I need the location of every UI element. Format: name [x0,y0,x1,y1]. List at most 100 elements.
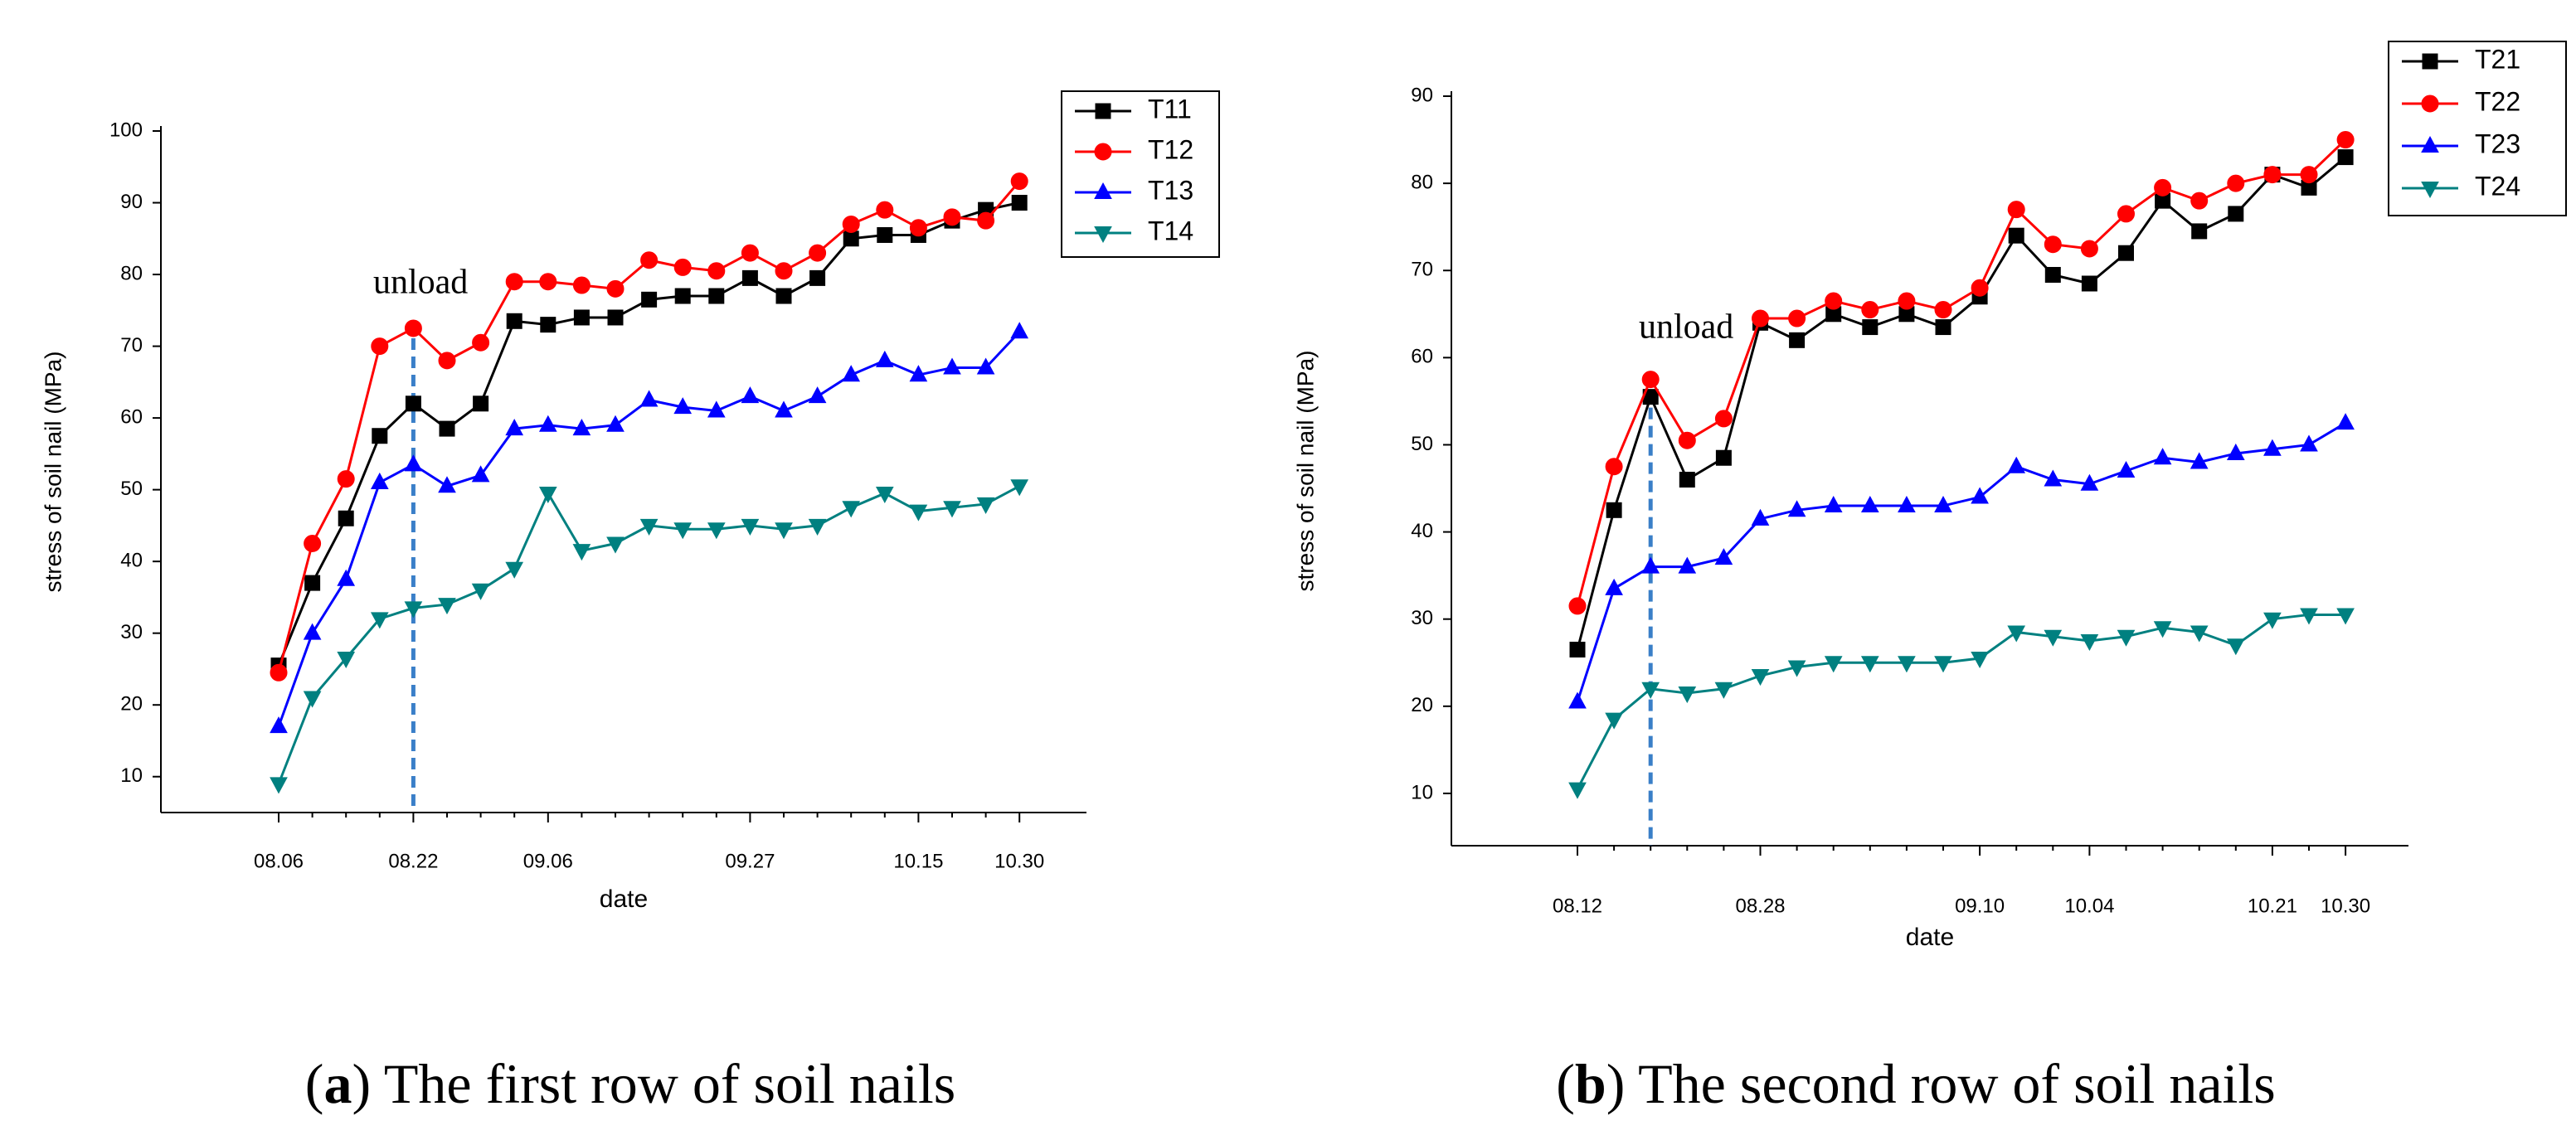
caption-part: ) The first row of soil nails [352,1052,955,1115]
data-point [741,518,760,536]
data-point [843,230,859,247]
x-tick-label: 10.21 [2248,895,2297,917]
data-point [471,465,490,483]
data-point [2007,625,2026,643]
data-point [337,470,355,488]
legend-marker [1094,182,1112,199]
data-point [943,357,961,375]
data-point [2080,473,2099,491]
data-point [674,288,691,304]
data-point [1568,597,1587,615]
data-point [1861,301,1879,319]
data-point [337,651,356,669]
data-point [976,497,995,514]
data-point [1935,319,1951,336]
data-point [404,454,423,472]
caption: (a) The first row of soil nails [305,1052,955,1115]
data-point [1862,319,1879,336]
legend-box [2388,41,2567,216]
data-point [1605,458,1623,476]
data-point [673,522,693,540]
data-point [1824,495,1843,513]
x-axis-title: date [1906,924,1954,951]
y-tick-label: 20 [1411,694,1433,716]
data-point [505,561,524,579]
y-axis-title: stress of soil nail (MPa) [40,352,66,593]
legend-label: T22 [2475,86,2520,116]
data-point [1787,660,1806,677]
data-point [741,269,758,286]
x-tick-label: 10.30 [2321,895,2370,917]
annotation: unload [1639,308,1733,347]
data-point [943,208,961,226]
data-point [1752,309,1769,327]
data-point [2117,629,2136,647]
data-point [1641,556,1660,574]
y-tick-label: 80 [120,262,143,284]
data-point [909,504,928,522]
data-point [1605,578,1623,595]
data-point [2007,456,2026,473]
data-point [2118,245,2134,261]
data-point [1010,172,1028,191]
data-point [1714,682,1733,699]
data-point [439,420,455,437]
x-tick-label: 09.10 [1955,895,2005,917]
data-point [2336,131,2355,149]
data-point [404,319,422,337]
data-point [809,269,826,286]
data-point [438,352,456,370]
x-tick-label: 10.30 [994,850,1044,872]
data-point [438,476,456,493]
data-point [572,276,591,294]
data-point [2337,149,2354,166]
data-point [708,288,725,304]
y-tick-label: 50 [120,478,143,500]
data-point [337,569,356,586]
y-tick-label: 70 [1411,259,1433,281]
data-point [2153,621,2172,638]
data-point [2117,460,2136,478]
data-point [2008,227,2024,244]
legend-marker [1094,226,1112,244]
data-point [2190,452,2209,469]
legend-label: T11 [1148,94,1192,124]
data-point [909,219,927,237]
caption-part: b [1575,1052,1606,1115]
data-point [1011,195,1028,211]
data-point [540,317,557,333]
data-point [707,262,726,280]
data-point [1934,656,1952,673]
legend-marker [2421,95,2439,113]
data-point [370,472,389,489]
caption-part: ) The second row of soil nails [1606,1052,2276,1115]
data-point [606,536,625,554]
data-point [539,273,557,291]
data-point [2227,174,2245,192]
data-point [2117,205,2135,223]
y-tick-label: 100 [109,119,143,141]
data-point [640,251,659,269]
data-point [304,575,321,591]
data-point [1789,332,1806,348]
legend-box [1061,90,1220,258]
data-point [1010,479,1029,497]
y-tick-label: 30 [120,621,143,643]
x-tick-label: 09.06 [523,850,573,872]
legend-marker [1094,143,1112,161]
data-point [976,357,995,375]
data-point [2226,443,2245,460]
data-point [943,501,961,518]
series-line [1576,138,2347,607]
data-point [808,386,827,404]
data-point [1568,782,1587,799]
legend-marker [2421,135,2439,153]
y-tick-label: 10 [120,764,143,787]
data-point [2190,192,2209,210]
y-tick-label: 70 [120,334,143,357]
data-point [505,273,523,291]
data-point [1787,500,1806,517]
data-point [2080,240,2098,258]
data-point [1751,508,1770,526]
